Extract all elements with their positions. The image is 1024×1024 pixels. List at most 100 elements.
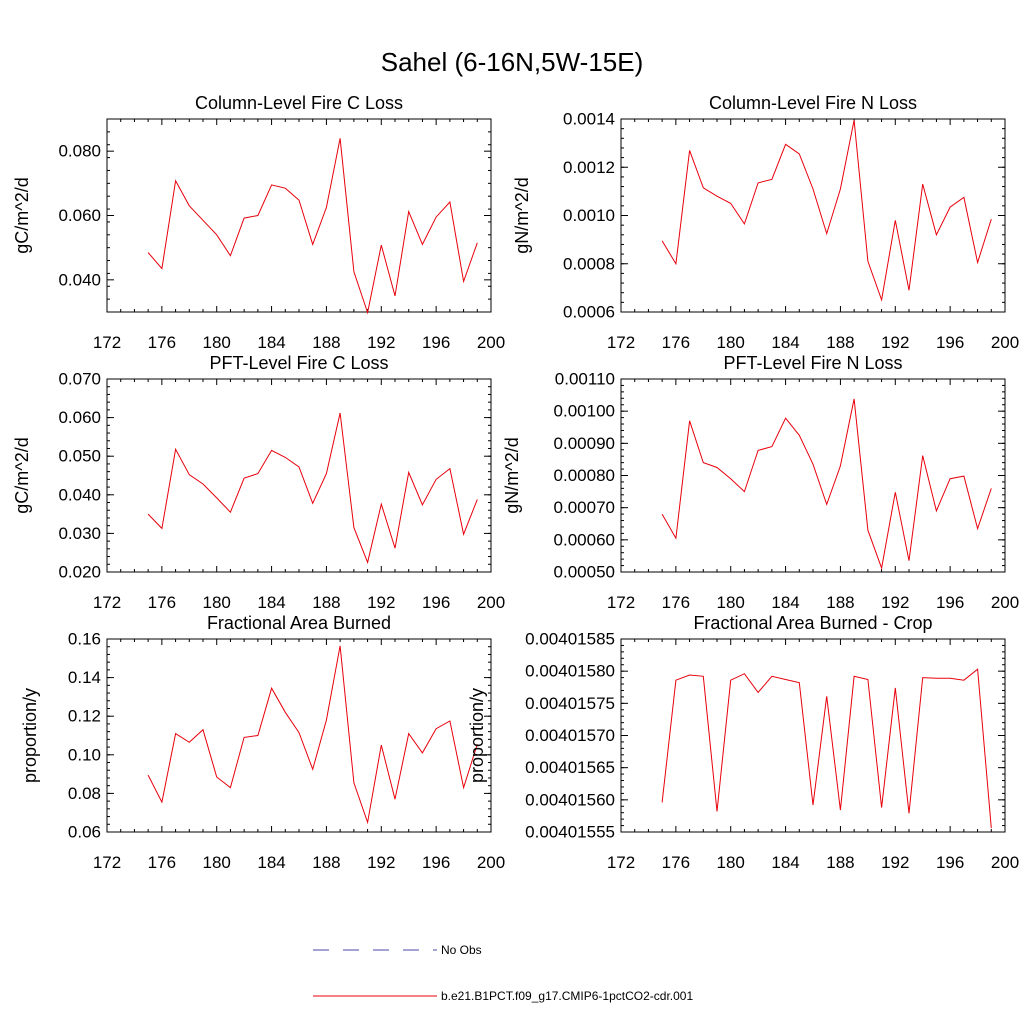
y-tick-label: 0.00401555 bbox=[525, 823, 615, 842]
x-tick-label: 176 bbox=[148, 853, 176, 872]
y-tick-label: 0.080 bbox=[58, 142, 101, 161]
x-tick-label: 192 bbox=[881, 853, 909, 872]
y-axis-label: gC/m^2/d bbox=[12, 177, 32, 253]
y-tick-label: 0.00080 bbox=[554, 466, 615, 485]
y-tick-label: 0.040 bbox=[58, 485, 101, 504]
x-tick-label: 176 bbox=[662, 593, 690, 612]
x-tick-label: 180 bbox=[717, 593, 745, 612]
series-line bbox=[147, 412, 478, 565]
x-tick-label: 176 bbox=[662, 853, 690, 872]
x-tick-label: 172 bbox=[93, 593, 121, 612]
x-tick-label: 180 bbox=[717, 853, 745, 872]
series-line bbox=[661, 120, 992, 302]
chart-panel-2: Column-Level Fire N Loss gN/m^2/d 172 176 18… bbox=[512, 93, 1019, 352]
legend: No Obs b.e21.B1PCT.f09_g17.CMIP6-1pctCO2… bbox=[313, 943, 693, 1003]
x-tick-label: 196 bbox=[422, 853, 450, 872]
x-tick-label: 176 bbox=[662, 333, 690, 352]
x-tick-label: 184 bbox=[771, 593, 799, 612]
chart-panel-1: Column-Level Fire C Loss gC/m^2/d 172 176 18… bbox=[12, 93, 505, 352]
x-tick-label: 184 bbox=[771, 333, 799, 352]
x-tick-label: 200 bbox=[477, 333, 505, 352]
x-tick-label: 184 bbox=[257, 853, 285, 872]
y-tick-label: 0.060 bbox=[58, 408, 101, 427]
x-tick-label: 188 bbox=[312, 333, 340, 352]
x-tick-label: 200 bbox=[477, 593, 505, 612]
y-tick-label: 0.0010 bbox=[563, 206, 615, 225]
x-tick-label: 196 bbox=[422, 333, 450, 352]
y-tick-label: 0.00070 bbox=[554, 498, 615, 517]
series-line bbox=[147, 645, 478, 825]
x-tick-label: 192 bbox=[367, 593, 395, 612]
y-tick-label: 0.14 bbox=[68, 668, 101, 687]
y-axis-label: gN/m^2/d bbox=[512, 177, 532, 253]
y-tick-label: 0.00401585 bbox=[525, 630, 615, 649]
x-tick-label: 172 bbox=[607, 333, 635, 352]
y-tick-label: 0.00401560 bbox=[525, 790, 615, 809]
y-tick-label: 0.00401580 bbox=[525, 662, 615, 681]
x-tick-label: 184 bbox=[771, 853, 799, 872]
panels-group: Column-Level Fire C Loss gC/m^2/d 172 176 18… bbox=[12, 93, 1019, 872]
y-tick-label: 0.12 bbox=[68, 707, 101, 726]
x-tick-label: 172 bbox=[93, 853, 121, 872]
y-tick-label: 0.16 bbox=[68, 630, 101, 649]
figure-title: Sahel (6-16N,5W-15E) bbox=[381, 47, 644, 77]
y-axis-label: proportion/y bbox=[467, 688, 487, 783]
y-tick-label: 0.00100 bbox=[554, 402, 615, 421]
x-tick-label: 172 bbox=[607, 853, 635, 872]
series-line bbox=[147, 138, 478, 315]
x-tick-label: 196 bbox=[936, 593, 964, 612]
x-tick-label: 200 bbox=[991, 593, 1019, 612]
y-tick-label: 0.0014 bbox=[563, 110, 615, 129]
y-tick-label: 0.050 bbox=[58, 447, 101, 466]
y-tick-label: 0.070 bbox=[58, 370, 101, 389]
y-tick-label: 0.00401565 bbox=[525, 758, 615, 777]
x-tick-label: 200 bbox=[477, 853, 505, 872]
x-tick-label: 188 bbox=[826, 853, 854, 872]
panel-title: Column-Level Fire N Loss bbox=[709, 93, 917, 113]
chart-panel-3: PFT-Level Fire C Loss gC/m^2/d 172 176 180 18… bbox=[12, 353, 505, 612]
x-tick-label: 184 bbox=[257, 593, 285, 612]
series-line bbox=[661, 398, 992, 571]
panel-title: Column-Level Fire C Loss bbox=[195, 93, 403, 113]
panel-title: Fractional Area Burned - Crop bbox=[693, 613, 932, 633]
y-tick-label: 0.020 bbox=[58, 563, 101, 582]
x-tick-label: 200 bbox=[991, 333, 1019, 352]
y-tick-label: 0.0008 bbox=[563, 254, 615, 273]
x-tick-label: 180 bbox=[203, 333, 231, 352]
y-tick-label: 0.040 bbox=[58, 270, 101, 289]
y-tick-label: 0.00050 bbox=[554, 563, 615, 582]
x-tick-label: 176 bbox=[148, 333, 176, 352]
y-axis-label: proportion/y bbox=[20, 688, 40, 783]
y-tick-label: 0.10 bbox=[68, 745, 101, 764]
x-tick-label: 188 bbox=[826, 333, 854, 352]
y-tick-label: 0.00401575 bbox=[525, 694, 615, 713]
x-tick-label: 184 bbox=[257, 333, 285, 352]
x-tick-label: 180 bbox=[203, 853, 231, 872]
x-tick-label: 172 bbox=[93, 333, 121, 352]
x-tick-label: 192 bbox=[367, 333, 395, 352]
y-tick-label: 0.030 bbox=[58, 524, 101, 543]
y-axis-label: gC/m^2/d bbox=[12, 437, 32, 513]
y-tick-label: 0.00060 bbox=[554, 530, 615, 549]
x-tick-label: 200 bbox=[991, 853, 1019, 872]
x-tick-label: 196 bbox=[936, 333, 964, 352]
y-tick-label: 0.08 bbox=[68, 784, 101, 803]
x-tick-label: 176 bbox=[148, 593, 176, 612]
y-tick-label: 0.00110 bbox=[555, 370, 615, 389]
x-tick-label: 192 bbox=[881, 593, 909, 612]
x-tick-label: 192 bbox=[881, 333, 909, 352]
x-tick-label: 180 bbox=[203, 593, 231, 612]
panel-title: PFT-Level Fire C Loss bbox=[209, 353, 388, 373]
y-tick-label: 0.06 bbox=[68, 823, 101, 842]
y-tick-label: 0.060 bbox=[58, 206, 101, 225]
legend-no-obs-label: No Obs bbox=[441, 943, 482, 957]
x-tick-label: 172 bbox=[607, 593, 635, 612]
y-tick-label: 0.0006 bbox=[563, 303, 615, 322]
panel-title: Fractional Area Burned bbox=[207, 613, 391, 633]
y-tick-label: 0.00090 bbox=[554, 434, 615, 453]
x-tick-label: 180 bbox=[717, 333, 745, 352]
y-tick-label: 0.0012 bbox=[563, 158, 615, 177]
chart-panel-5: Fractional Area Burned proportion/y 172 176… bbox=[20, 613, 505, 872]
